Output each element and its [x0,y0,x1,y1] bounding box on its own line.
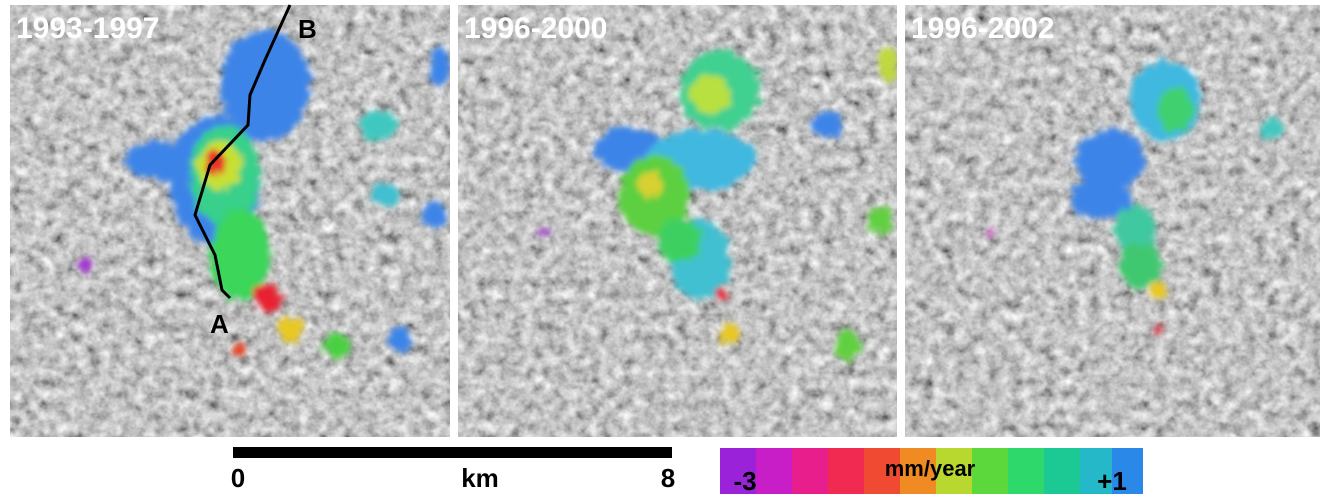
scale-start: 0 [231,463,245,493]
colorbar-unit: mm/year [885,456,976,481]
scale-end: 8 [661,463,675,493]
color-step [1044,448,1080,494]
scale-bar [233,447,672,458]
color-step [756,448,792,494]
figure: 1993-1997 1996-2000 1996-2002 B A 0 km 8… [0,0,1329,494]
color-step [1008,448,1044,494]
panel-label: 1996-2002 [911,12,1054,45]
color-step [972,448,1008,494]
colorbar-max: +1 [1097,466,1127,494]
panel-label: 1996-2000 [464,12,607,45]
color-step [792,448,828,494]
divider [897,0,905,440]
divider [450,0,458,440]
profile-end-label: B [298,14,317,44]
colorbar-min: -3 [733,466,756,494]
panel-3-image [905,5,1320,437]
scale-unit: km [461,463,499,493]
page: 1993-1997 1996-2000 1996-2002 B A 0 km 8… [0,0,1329,494]
color-step [828,448,864,494]
profile-start-label: A [210,309,229,339]
panel-label: 1993-1997 [16,12,159,45]
